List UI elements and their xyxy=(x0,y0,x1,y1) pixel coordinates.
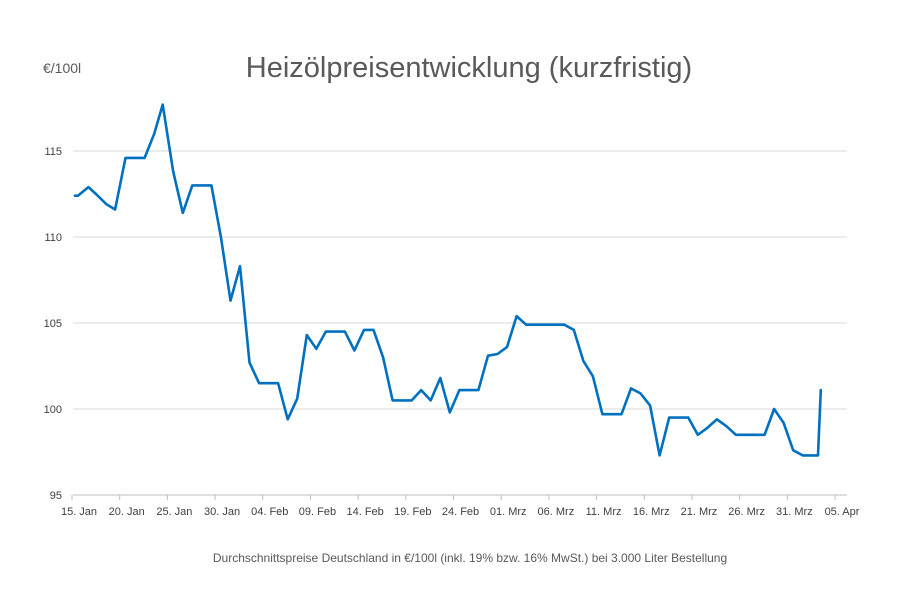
y-tick-label: 115 xyxy=(44,146,62,158)
x-tick-label: 04. Feb xyxy=(251,506,288,518)
y-axis-unit-label: €/100l xyxy=(43,60,81,76)
series-group xyxy=(73,103,823,457)
x-tick-label: 16. Mrz xyxy=(633,506,670,518)
x-tick-label: 24. Feb xyxy=(442,506,479,518)
x-tick-label: 11. Mrz xyxy=(586,506,622,518)
x-tick-label: 19. Feb xyxy=(394,506,431,518)
x-axis-ticks: 15. Jan 20. Jan 25. Jan 30. Jan 04. Feb 09. F… xyxy=(61,495,860,518)
y-tick-label: 110 xyxy=(44,232,62,244)
x-tick-label: 14. Feb xyxy=(346,506,383,518)
x-tick-label: 06. Mrz xyxy=(538,506,575,518)
y-axis-ticks: 95 100 105 110 115 xyxy=(44,146,62,502)
x-tick-label: 21. Mrz xyxy=(681,506,718,518)
series-line xyxy=(73,103,823,457)
y-tick-label: 105 xyxy=(44,318,62,330)
x-tick-label: 15. Jan xyxy=(61,506,97,518)
x-tick-label: 09. Feb xyxy=(299,506,336,518)
y-tick-label: 95 xyxy=(50,490,62,502)
chart-caption: Durchschnittspreise Deutschland in €/100… xyxy=(213,551,727,565)
x-tick-label: 30. Jan xyxy=(204,506,240,518)
x-tick-label: 01. Mrz xyxy=(490,506,527,518)
x-tick-label: 05. Apr xyxy=(825,506,860,518)
x-tick-label: 25. Jan xyxy=(156,506,192,518)
x-tick-label: 26. Mrz xyxy=(728,506,765,518)
gridlines xyxy=(73,150,847,410)
chart-title: Heizölpreisentwicklung (kurzfristig) xyxy=(246,52,692,84)
x-tick-label: 20. Jan xyxy=(109,506,145,518)
y-tick-label: 100 xyxy=(44,404,62,416)
x-tick-label: 31. Mrz xyxy=(776,506,813,518)
